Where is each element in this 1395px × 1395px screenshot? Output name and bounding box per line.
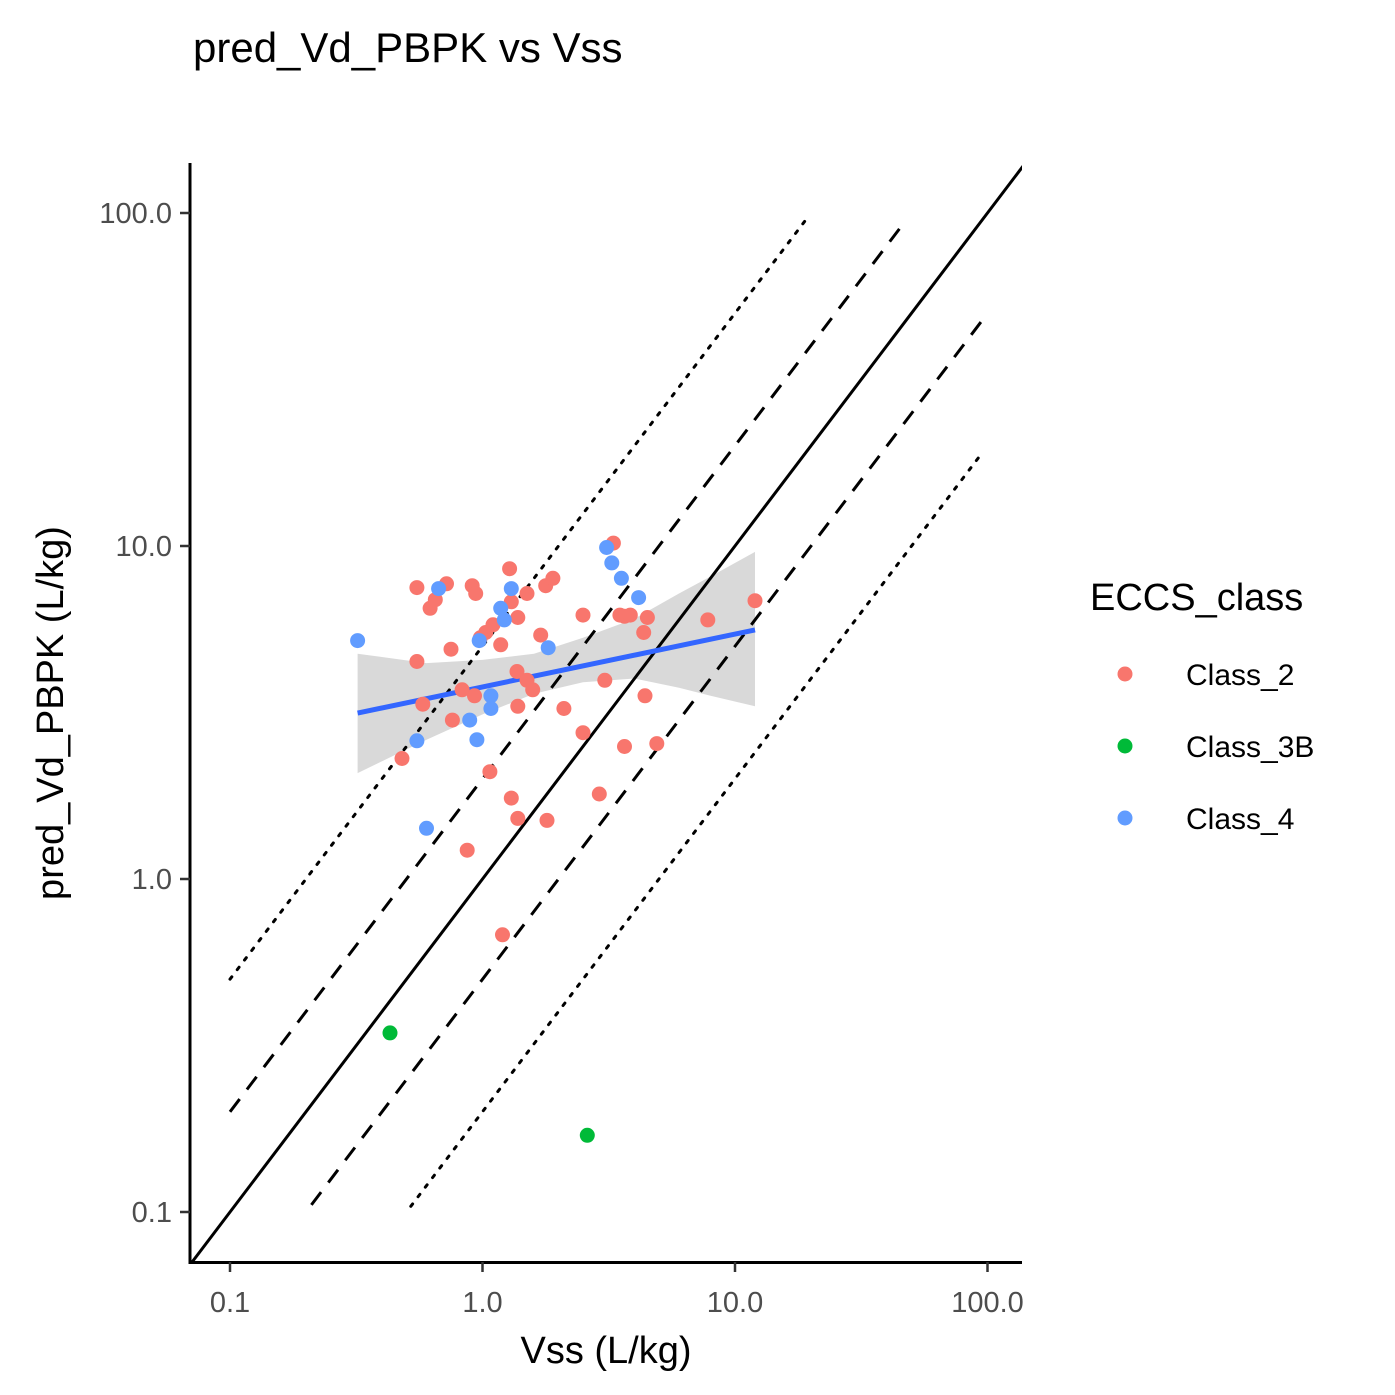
data-point-class-2 bbox=[575, 725, 591, 741]
data-point-class-2 bbox=[444, 712, 460, 728]
data-point-class-2 bbox=[459, 842, 475, 858]
data-point-class-4 bbox=[469, 732, 485, 748]
data-point-class-2 bbox=[591, 786, 607, 802]
data-point-class-4 bbox=[493, 600, 509, 616]
data-point-class-2 bbox=[539, 812, 555, 828]
data-point-class-2 bbox=[617, 739, 632, 754]
legend-label: Class_2 bbox=[1186, 659, 1294, 692]
x-tick-label: 1.0 bbox=[462, 1287, 502, 1319]
series-Class_3B bbox=[382, 1025, 595, 1143]
data-point-class-2 bbox=[575, 607, 591, 623]
y-tick-label: 0.1 bbox=[132, 1197, 172, 1229]
data-point-class-4 bbox=[350, 633, 366, 649]
data-point-class-2 bbox=[485, 617, 501, 633]
data-point-class-2 bbox=[622, 607, 638, 623]
data-point-class-4 bbox=[409, 733, 425, 749]
data-point-class-2 bbox=[525, 682, 541, 698]
y-axis-ticks: 0.1 1.0 10.0 100.0 bbox=[99, 198, 190, 1229]
data-point-class-2 bbox=[597, 672, 613, 688]
data-point-class-2 bbox=[700, 612, 716, 628]
legend-key bbox=[1117, 666, 1133, 682]
data-point-class-2 bbox=[482, 764, 498, 780]
data-point-class-2 bbox=[415, 696, 431, 712]
data-point-class-2 bbox=[519, 586, 535, 601]
legend-item: Class_4 bbox=[1117, 803, 1294, 836]
data-point-class-4 bbox=[496, 612, 512, 628]
reference-line-dotted-3 bbox=[228, 218, 807, 981]
data-point-class-2 bbox=[409, 654, 425, 669]
data-point-class-4 bbox=[462, 712, 478, 728]
data-point-class-2 bbox=[545, 570, 561, 586]
data-point-class-4 bbox=[483, 688, 499, 704]
data-point-class-2 bbox=[637, 688, 653, 704]
plot-panel bbox=[191, 164, 1022, 1262]
data-point-class-2 bbox=[409, 580, 425, 596]
legend-label: Class_4 bbox=[1186, 803, 1294, 836]
legend-label: Class_3B bbox=[1186, 731, 1314, 764]
data-point-class-2 bbox=[495, 927, 510, 943]
legend-item: Class_3B bbox=[1117, 731, 1314, 764]
legend-title: ECCS_class bbox=[1090, 577, 1303, 619]
y-tick-label: 100.0 bbox=[99, 198, 172, 230]
data-point-class-2 bbox=[636, 625, 652, 640]
data-point-class-2 bbox=[533, 627, 549, 643]
chart-title: pred_Vd_PBPK vs Vss bbox=[193, 24, 623, 71]
data-point-class-2 bbox=[510, 610, 526, 625]
reference-lines bbox=[191, 164, 1022, 1262]
x-tick-label: 100.0 bbox=[951, 1287, 1024, 1319]
data-point-class-4 bbox=[631, 590, 647, 606]
x-axis-title: Vss (L/kg) bbox=[520, 1330, 691, 1372]
data-point-class-2 bbox=[556, 701, 572, 716]
data-point-class-2 bbox=[510, 810, 526, 826]
data-point-class-2 bbox=[649, 736, 665, 752]
data-point-class-4 bbox=[431, 581, 447, 597]
legend-items: Class_2 Class_3B Class_4 bbox=[1117, 659, 1314, 836]
data-point-class-4 bbox=[599, 540, 615, 555]
data-point-class-2 bbox=[454, 682, 470, 698]
data-point-class-2 bbox=[394, 751, 410, 766]
data-point-class-4 bbox=[471, 633, 487, 649]
x-axis-ticks: 0.1 1.0 10.0 100.0 bbox=[210, 1262, 1024, 1319]
reference-line-dashed-1 bbox=[228, 227, 902, 1113]
data-point-class-2 bbox=[443, 641, 459, 657]
y-tick-label: 1.0 bbox=[132, 864, 172, 896]
legend: ECCS_class Class_2 Class_3B Class_4 bbox=[1090, 577, 1314, 836]
y-axis-title: pred_Vd_PBPK (L/kg) bbox=[30, 526, 72, 900]
data-point-class-4 bbox=[613, 570, 629, 586]
data-point-class-2 bbox=[510, 698, 526, 714]
data-point-class-2 bbox=[467, 688, 482, 704]
data-point-class-2 bbox=[503, 790, 519, 806]
data-point-class-2 bbox=[502, 561, 518, 577]
data-point-class-2 bbox=[493, 637, 509, 653]
data-point-class-2 bbox=[639, 610, 655, 625]
reference-line-dashed-2 bbox=[310, 319, 984, 1206]
data-points bbox=[350, 535, 763, 1143]
data-point-class-4 bbox=[503, 581, 519, 597]
legend-key bbox=[1117, 810, 1133, 826]
series-Class_4 bbox=[350, 540, 647, 836]
data-point-class-2 bbox=[747, 593, 763, 609]
reference-line-dotted-4 bbox=[409, 451, 984, 1208]
data-point-class-2 bbox=[509, 664, 525, 679]
data-point-class-2 bbox=[468, 586, 484, 601]
data-point-class-4 bbox=[483, 701, 499, 716]
y-tick-label: 10.0 bbox=[116, 531, 172, 563]
legend-key bbox=[1117, 738, 1133, 754]
data-point-class-4 bbox=[540, 640, 556, 656]
data-point-class-4 bbox=[419, 820, 434, 836]
x-tick-label: 0.1 bbox=[210, 1287, 250, 1319]
data-point-class-3b bbox=[382, 1025, 398, 1041]
x-tick-label: 10.0 bbox=[707, 1287, 763, 1319]
legend-item: Class_2 bbox=[1117, 659, 1294, 692]
reference-line-solid-0 bbox=[191, 164, 1022, 1262]
data-point-class-3b bbox=[579, 1127, 595, 1143]
data-point-class-4 bbox=[604, 555, 620, 571]
